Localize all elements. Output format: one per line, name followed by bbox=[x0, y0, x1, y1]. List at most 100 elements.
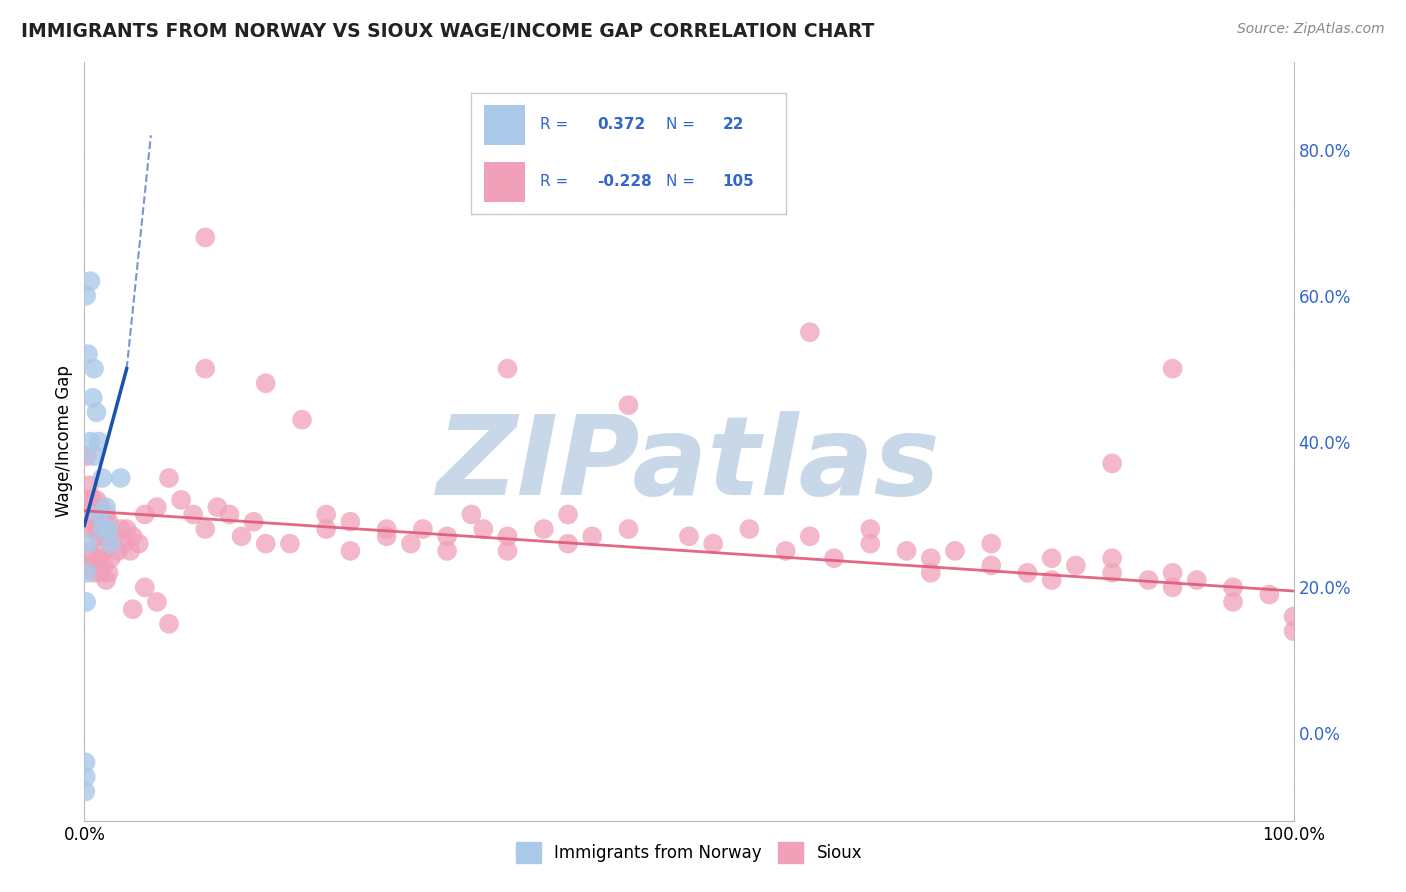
Sioux bbox=[94, 544, 117, 558]
Immigrants from Norway bbox=[75, 784, 97, 798]
Sioux bbox=[128, 536, 150, 550]
Sioux bbox=[496, 544, 519, 558]
Sioux bbox=[617, 398, 640, 412]
Sioux bbox=[97, 566, 120, 580]
Sioux bbox=[86, 522, 108, 536]
Sioux bbox=[80, 558, 103, 573]
Sioux bbox=[93, 515, 115, 529]
Sioux bbox=[194, 522, 217, 536]
Sioux bbox=[194, 230, 217, 244]
Sioux bbox=[157, 471, 180, 485]
Sioux bbox=[472, 522, 495, 536]
Sioux bbox=[1040, 551, 1063, 566]
Immigrants from Norway bbox=[110, 471, 132, 485]
Sioux bbox=[702, 536, 724, 550]
Sioux bbox=[80, 522, 103, 536]
Immigrants from Norway bbox=[75, 595, 97, 609]
Sioux bbox=[1017, 566, 1039, 580]
Sioux bbox=[115, 522, 138, 536]
Sioux bbox=[100, 551, 122, 566]
Sioux bbox=[581, 529, 603, 543]
Sioux bbox=[799, 325, 821, 339]
Immigrants from Norway bbox=[94, 500, 117, 515]
Sioux bbox=[678, 529, 700, 543]
Immigrants from Norway bbox=[77, 347, 100, 361]
Sioux bbox=[104, 529, 127, 543]
Sioux bbox=[87, 529, 110, 543]
Sioux bbox=[943, 544, 966, 558]
Sioux bbox=[1222, 595, 1244, 609]
Sioux bbox=[412, 522, 434, 536]
Sioux bbox=[83, 508, 105, 522]
Immigrants from Norway bbox=[87, 434, 110, 449]
Sioux bbox=[1137, 573, 1160, 587]
Sioux bbox=[194, 361, 217, 376]
Sioux bbox=[557, 536, 579, 550]
Immigrants from Norway bbox=[91, 471, 114, 485]
Immigrants from Norway bbox=[75, 756, 97, 770]
Immigrants from Norway bbox=[75, 289, 97, 303]
Sioux bbox=[1161, 566, 1184, 580]
Sioux bbox=[1064, 558, 1087, 573]
Text: IMMIGRANTS FROM NORWAY VS SIOUX WAGE/INCOME GAP CORRELATION CHART: IMMIGRANTS FROM NORWAY VS SIOUX WAGE/INC… bbox=[21, 22, 875, 41]
Sioux bbox=[76, 449, 98, 463]
Sioux bbox=[121, 602, 143, 616]
Y-axis label: Wage/Income Gap: Wage/Income Gap bbox=[55, 366, 73, 517]
Sioux bbox=[134, 508, 156, 522]
Sioux bbox=[436, 529, 458, 543]
Sioux bbox=[96, 529, 118, 543]
Sioux bbox=[77, 478, 100, 492]
Sioux bbox=[375, 522, 398, 536]
Sioux bbox=[84, 522, 107, 536]
Sioux bbox=[339, 544, 361, 558]
Immigrants from Norway bbox=[79, 434, 101, 449]
Sioux bbox=[79, 551, 101, 566]
Sioux bbox=[107, 544, 129, 558]
Sioux bbox=[315, 522, 337, 536]
Sioux bbox=[77, 492, 100, 507]
Sioux bbox=[496, 529, 519, 543]
Sioux bbox=[859, 536, 882, 550]
Sioux bbox=[315, 508, 337, 522]
Sioux bbox=[146, 500, 169, 515]
Sioux bbox=[859, 522, 882, 536]
Immigrants from Norway bbox=[83, 449, 105, 463]
Text: ZIPatlas: ZIPatlas bbox=[437, 411, 941, 517]
Sioux bbox=[617, 522, 640, 536]
Sioux bbox=[1101, 457, 1123, 471]
Sioux bbox=[980, 558, 1002, 573]
Sioux bbox=[157, 616, 180, 631]
Sioux bbox=[339, 515, 361, 529]
Sioux bbox=[254, 376, 277, 391]
Sioux bbox=[399, 536, 422, 550]
Sioux bbox=[920, 551, 942, 566]
Sioux bbox=[86, 492, 108, 507]
Sioux bbox=[207, 500, 229, 515]
Immigrants from Norway bbox=[77, 536, 100, 550]
Sioux bbox=[94, 573, 117, 587]
Sioux bbox=[77, 544, 100, 558]
Immigrants from Norway bbox=[91, 522, 114, 536]
Sioux bbox=[896, 544, 918, 558]
Sioux bbox=[1161, 361, 1184, 376]
Sioux bbox=[1101, 551, 1123, 566]
Sioux bbox=[218, 508, 240, 522]
Sioux bbox=[90, 500, 112, 515]
Sioux bbox=[460, 508, 482, 522]
Sioux bbox=[920, 566, 942, 580]
Sioux bbox=[97, 515, 120, 529]
Sioux bbox=[254, 536, 277, 550]
Sioux bbox=[91, 529, 114, 543]
Sioux bbox=[799, 529, 821, 543]
Sioux bbox=[87, 551, 110, 566]
Sioux bbox=[1282, 624, 1305, 639]
Sioux bbox=[83, 566, 105, 580]
Immigrants from Norway bbox=[87, 508, 110, 522]
Sioux bbox=[242, 515, 264, 529]
Immigrants from Norway bbox=[76, 566, 98, 580]
Sioux bbox=[1101, 566, 1123, 580]
Sioux bbox=[278, 536, 301, 550]
Sioux bbox=[1185, 573, 1208, 587]
Sioux bbox=[146, 595, 169, 609]
Sioux bbox=[1040, 573, 1063, 587]
